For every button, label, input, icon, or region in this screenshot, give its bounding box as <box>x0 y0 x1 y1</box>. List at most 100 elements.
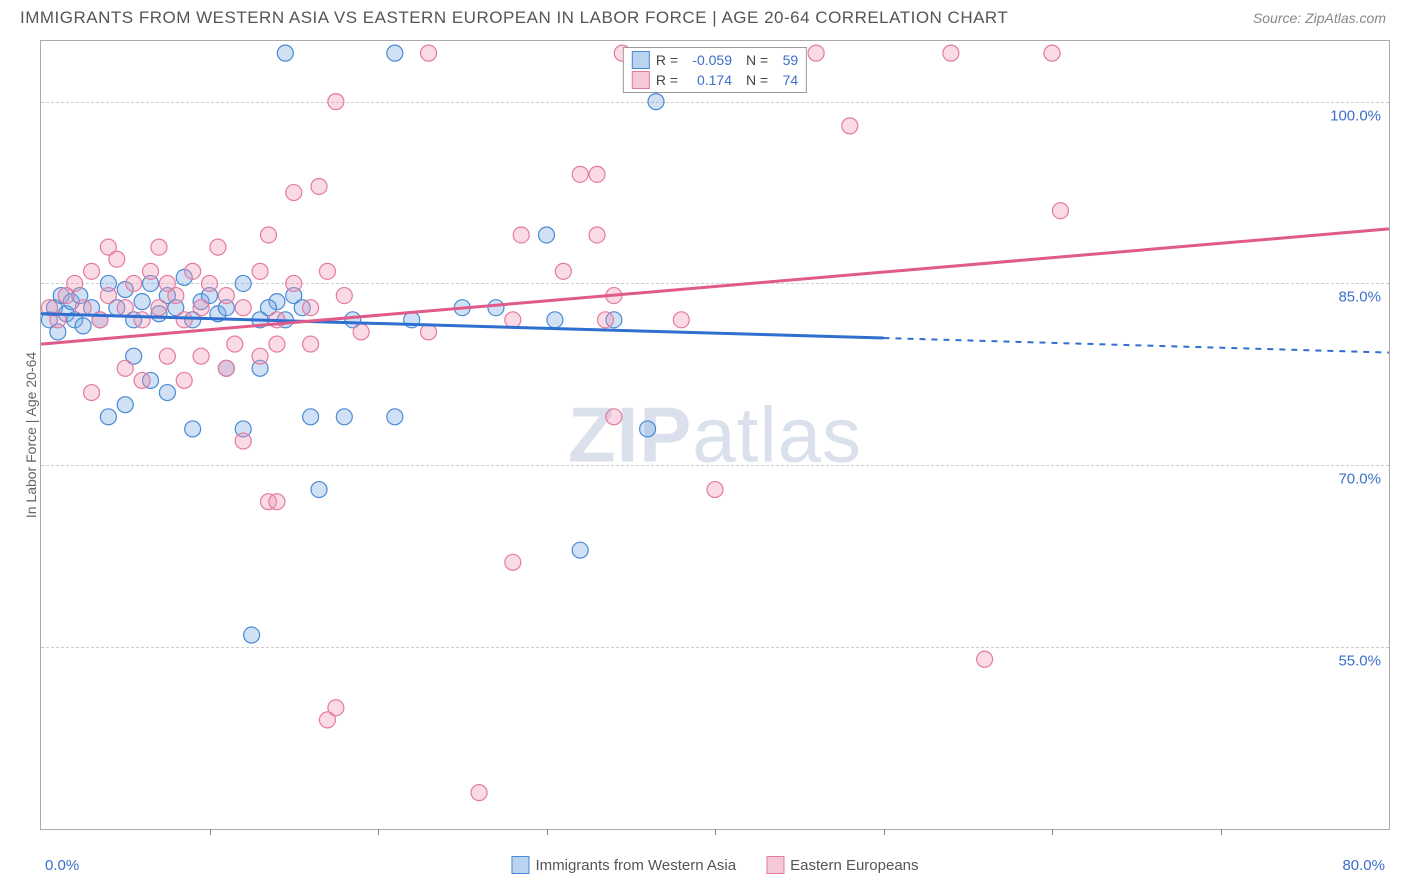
legend-r-label: R = <box>656 72 678 88</box>
scatter-point <box>319 263 335 279</box>
scatter-point <box>67 275 83 291</box>
scatter-point <box>505 554 521 570</box>
legend-item-series-1: Eastern Europeans <box>766 856 918 874</box>
scatter-point <box>336 409 352 425</box>
y-axis-label: In Labor Force | Age 20-64 <box>23 352 39 518</box>
scatter-point <box>210 239 226 255</box>
scatter-point <box>1052 203 1068 219</box>
scatter-point <box>505 312 521 328</box>
regression-line-extrapolated <box>884 338 1390 353</box>
scatter-point <box>202 275 218 291</box>
scatter-point <box>336 288 352 304</box>
scatter-point <box>311 482 327 498</box>
scatter-point <box>126 275 142 291</box>
scatter-point <box>151 239 167 255</box>
legend-row-series-0: R = -0.059 N = 59 <box>628 50 802 70</box>
scatter-point <box>134 312 150 328</box>
scatter-point <box>977 651 993 667</box>
scatter-point <box>84 263 100 279</box>
scatter-point <box>471 785 487 801</box>
scatter-point <box>311 178 327 194</box>
scatter-point <box>328 94 344 110</box>
scatter-point <box>943 45 959 61</box>
scatter-point <box>244 627 260 643</box>
scatter-point <box>176 372 192 388</box>
scatter-point <box>707 482 723 498</box>
legend-series-label: Immigrants from Western Asia <box>535 857 736 874</box>
x-axis-max-label: 80.0% <box>1342 857 1385 874</box>
legend-swatch-icon <box>766 856 784 874</box>
legend-swatch-icon <box>511 856 529 874</box>
legend-item-series-0: Immigrants from Western Asia <box>511 856 736 874</box>
scatter-point <box>75 300 91 316</box>
scatter-point <box>143 263 159 279</box>
scatter-point <box>547 312 563 328</box>
scatter-point <box>235 300 251 316</box>
scatter-point <box>134 294 150 310</box>
scatter-point <box>100 409 116 425</box>
scatter-point <box>100 239 116 255</box>
scatter-point <box>1044 45 1060 61</box>
chart-container: In Labor Force | Age 20-64 ZIPatlas R = … <box>40 40 1390 830</box>
scatter-point <box>589 166 605 182</box>
scatter-point <box>277 45 293 61</box>
scatter-point <box>673 312 689 328</box>
scatter-point <box>606 409 622 425</box>
header: IMMIGRANTS FROM WESTERN ASIA VS EASTERN … <box>0 0 1406 32</box>
scatter-point <box>218 360 234 376</box>
scatter-point <box>303 409 319 425</box>
x-axis-min-label: 0.0% <box>45 857 79 874</box>
scatter-point <box>193 300 209 316</box>
scatter-point <box>539 227 555 243</box>
scatter-point <box>842 118 858 134</box>
scatter-point <box>75 318 91 334</box>
legend-swatch-icon <box>632 51 650 69</box>
scatter-point <box>235 433 251 449</box>
scatter-point <box>597 312 613 328</box>
scatter-point <box>488 300 504 316</box>
scatter-point <box>269 336 285 352</box>
scatter-point <box>353 324 369 340</box>
scatter-point <box>286 275 302 291</box>
scatter-point <box>387 45 403 61</box>
plot-area <box>41 41 1389 829</box>
scatter-point <box>555 263 571 279</box>
legend-n-label: N = <box>746 52 768 68</box>
x-axis-labels: 0.0% 80.0% Immigrants from Western Asia … <box>40 850 1390 880</box>
legend-series-label: Eastern Europeans <box>790 857 918 874</box>
scatter-point <box>117 397 133 413</box>
source-label: Source: ZipAtlas.com <box>1253 10 1386 26</box>
scatter-point <box>227 336 243 352</box>
scatter-point <box>286 185 302 201</box>
scatter-point <box>84 385 100 401</box>
scatter-point <box>572 542 588 558</box>
scatter-point <box>235 275 251 291</box>
scatter-point <box>328 700 344 716</box>
correlation-legend: R = -0.059 N = 59 R = 0.174 N = 74 <box>623 47 807 93</box>
scatter-point <box>303 336 319 352</box>
legend-r-value: 0.174 <box>684 72 740 88</box>
scatter-point <box>513 227 529 243</box>
scatter-point <box>808 45 824 61</box>
legend-r-value: -0.059 <box>684 52 740 68</box>
scatter-point <box>100 288 116 304</box>
legend-row-series-1: R = 0.174 N = 74 <box>628 70 802 90</box>
legend-swatch-icon <box>632 71 650 89</box>
scatter-point <box>252 348 268 364</box>
chart-title: IMMIGRANTS FROM WESTERN ASIA VS EASTERN … <box>20 8 1008 28</box>
scatter-point <box>159 385 175 401</box>
legend-n-value: 74 <box>774 72 798 88</box>
scatter-point <box>117 360 133 376</box>
legend-r-label: R = <box>656 52 678 68</box>
scatter-point <box>134 372 150 388</box>
scatter-point <box>640 421 656 437</box>
scatter-point <box>117 300 133 316</box>
bottom-legend: Immigrants from Western Asia Eastern Eur… <box>511 856 918 874</box>
legend-n-value: 59 <box>774 52 798 68</box>
scatter-point <box>185 263 201 279</box>
scatter-point <box>151 300 167 316</box>
scatter-point <box>387 409 403 425</box>
scatter-point <box>572 166 588 182</box>
scatter-point <box>218 288 234 304</box>
scatter-point <box>176 312 192 328</box>
